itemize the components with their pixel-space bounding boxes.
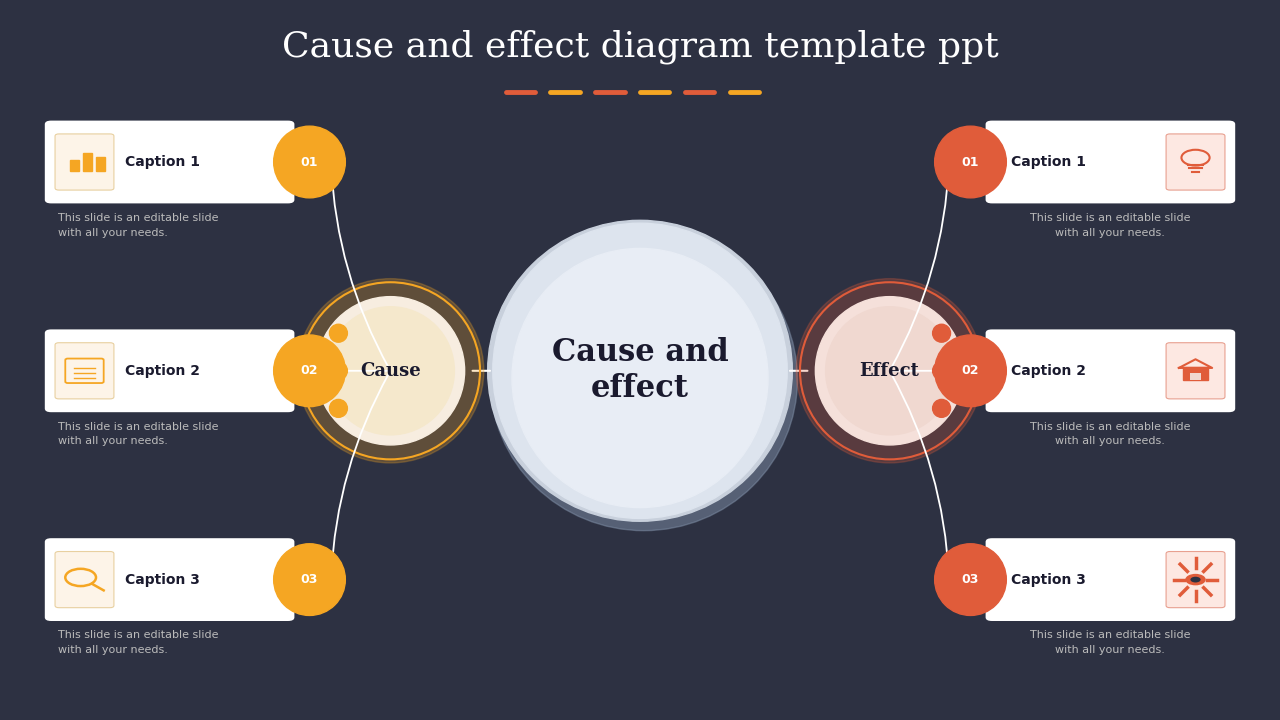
FancyBboxPatch shape [55,343,114,399]
FancyArrowPatch shape [891,373,948,577]
FancyBboxPatch shape [986,330,1235,412]
Circle shape [1190,577,1201,582]
FancyArrowPatch shape [332,373,389,577]
Ellipse shape [488,220,792,521]
Text: This slide is an editable slide
with all your needs.: This slide is an editable slide with all… [1030,421,1190,446]
Bar [83,153,92,171]
FancyBboxPatch shape [45,539,294,621]
Bar [1190,373,1201,380]
Text: Cause and
effect: Cause and effect [552,338,728,404]
Ellipse shape [826,307,954,435]
Bar [70,160,79,171]
Text: Cause and effect diagram template ppt: Cause and effect diagram template ppt [282,30,998,64]
Ellipse shape [274,335,346,407]
Text: This slide is an editable slide
with all your needs.: This slide is an editable slide with all… [1030,631,1190,655]
Ellipse shape [933,362,951,379]
FancyBboxPatch shape [55,134,114,190]
Text: Caption 3: Caption 3 [125,572,200,587]
Ellipse shape [933,400,951,418]
Text: 02: 02 [961,364,979,377]
Ellipse shape [297,279,484,463]
Ellipse shape [329,362,347,379]
Ellipse shape [934,126,1006,198]
Ellipse shape [490,228,797,531]
Ellipse shape [316,297,465,445]
Ellipse shape [933,324,951,342]
FancyBboxPatch shape [1166,134,1225,190]
FancyArrowPatch shape [332,165,389,369]
Text: 01: 01 [961,156,979,168]
Ellipse shape [274,126,346,198]
Ellipse shape [512,248,768,508]
FancyBboxPatch shape [55,552,114,608]
Ellipse shape [796,279,983,463]
Text: 03: 03 [301,573,319,586]
Ellipse shape [934,335,1006,407]
Text: This slide is an editable slide
with all your needs.: This slide is an editable slide with all… [58,631,218,655]
Text: Caption 2: Caption 2 [1011,364,1087,378]
Text: This slide is an editable slide
with all your needs.: This slide is an editable slide with all… [1030,213,1190,238]
FancyBboxPatch shape [986,120,1235,203]
Ellipse shape [326,307,454,435]
Text: 02: 02 [301,364,319,377]
Text: Cause: Cause [360,361,421,380]
FancyArrowPatch shape [891,165,948,369]
Text: Caption 2: Caption 2 [125,364,201,378]
Bar [96,157,105,171]
Text: 01: 01 [301,156,319,168]
Text: 03: 03 [961,573,979,586]
Ellipse shape [329,324,347,342]
Circle shape [1185,574,1206,585]
Ellipse shape [815,297,964,445]
Ellipse shape [934,544,1006,616]
FancyBboxPatch shape [1166,552,1225,608]
Text: This slide is an editable slide
with all your needs.: This slide is an editable slide with all… [58,213,218,238]
FancyBboxPatch shape [1166,343,1225,399]
FancyBboxPatch shape [45,120,294,203]
Bar [1183,367,1208,380]
Text: Caption 1: Caption 1 [1011,155,1087,169]
Ellipse shape [329,400,347,418]
FancyBboxPatch shape [986,539,1235,621]
Text: This slide is an editable slide
with all your needs.: This slide is an editable slide with all… [58,421,218,446]
Text: Effect: Effect [860,361,919,380]
Text: Caption 1: Caption 1 [125,155,201,169]
Ellipse shape [274,544,346,616]
FancyBboxPatch shape [45,330,294,412]
Ellipse shape [493,223,787,518]
Text: Caption 3: Caption 3 [1011,572,1085,587]
